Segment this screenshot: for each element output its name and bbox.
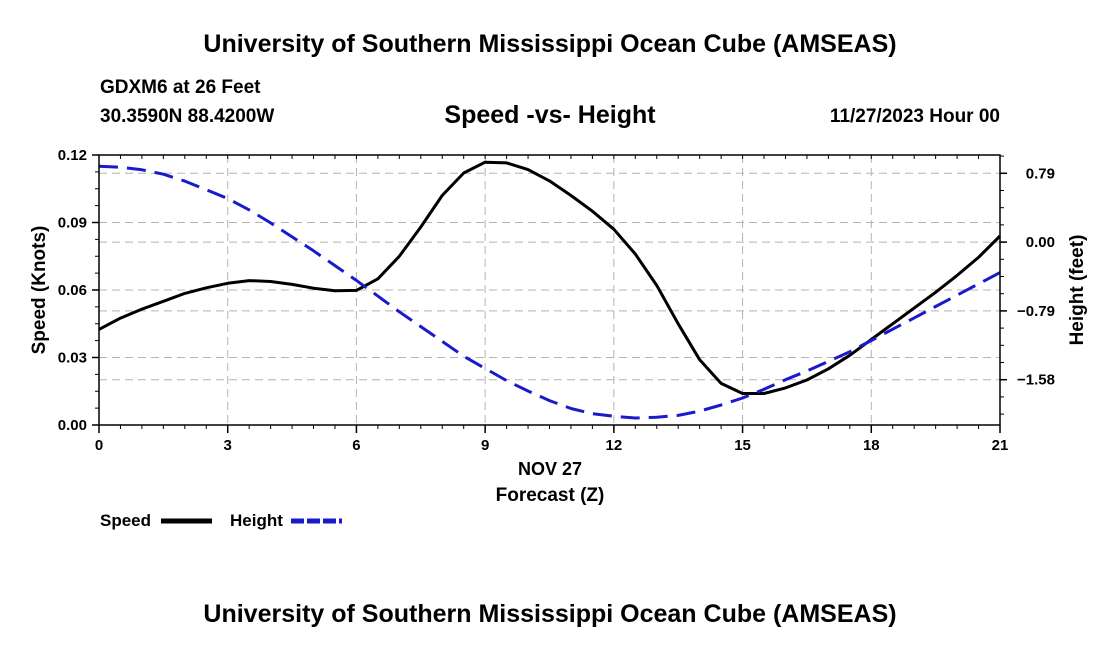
x-axis-date: NOV 27 xyxy=(518,459,582,479)
y-left-tick-label: 0.00 xyxy=(58,417,87,434)
series-line-speed xyxy=(98,160,1002,395)
x-tick-label: 12 xyxy=(606,437,623,454)
station-label: GDXM6 at 26 Feet xyxy=(100,77,261,98)
x-tick-label: 6 xyxy=(352,437,360,454)
x-tick-label: 15 xyxy=(734,437,751,454)
x-tick-label: 21 xyxy=(992,437,1009,454)
datetime-label: 11/27/2023 Hour 00 xyxy=(829,106,1000,127)
x-tick-label: 9 xyxy=(481,437,489,454)
chart-subtitle: Speed -vs- Height xyxy=(444,101,656,129)
y-left-tick-label: 0.06 xyxy=(58,282,87,299)
y-right-tick-label: 0.00 xyxy=(1026,234,1055,251)
legend: Speed Height xyxy=(100,511,342,530)
y-right-tick-label: −1.58 xyxy=(1017,372,1055,389)
series-line-height xyxy=(98,164,1001,420)
y-left-tick-label: 0.03 xyxy=(58,350,87,367)
coordinates-label: 30.3590N 88.4200W xyxy=(100,106,275,127)
y-left-tick-label: 0.12 xyxy=(58,147,87,164)
axes: 0 3 6 9 12 15 18 21 0.00 0.03 0.06 0.09 0.12 0.79 0.00… xyxy=(58,147,1055,454)
x-tick-label: 18 xyxy=(863,437,880,454)
x-axis-label: Forecast (Z) xyxy=(496,485,605,506)
y-right-tick-label: −0.79 xyxy=(1017,303,1055,320)
y-right-tick-label: 0.79 xyxy=(1026,165,1055,182)
grid xyxy=(99,155,1000,425)
x-tick-label: 3 xyxy=(224,437,232,454)
legend-height-label: Height xyxy=(230,511,283,530)
y-left-tick-label: 0.09 xyxy=(58,215,87,232)
legend-speed-label: Speed xyxy=(100,511,151,530)
x-tick-label: 0 xyxy=(95,437,103,454)
series-layer xyxy=(98,160,1002,420)
y-axis-right-label: Height (feet) xyxy=(1067,235,1088,346)
y-axis-left-label: Speed (Knots) xyxy=(29,226,50,355)
footer-title: University of Southern Mississippi Ocean… xyxy=(203,600,897,628)
main-title: University of Southern Mississippi Ocean… xyxy=(203,30,897,58)
